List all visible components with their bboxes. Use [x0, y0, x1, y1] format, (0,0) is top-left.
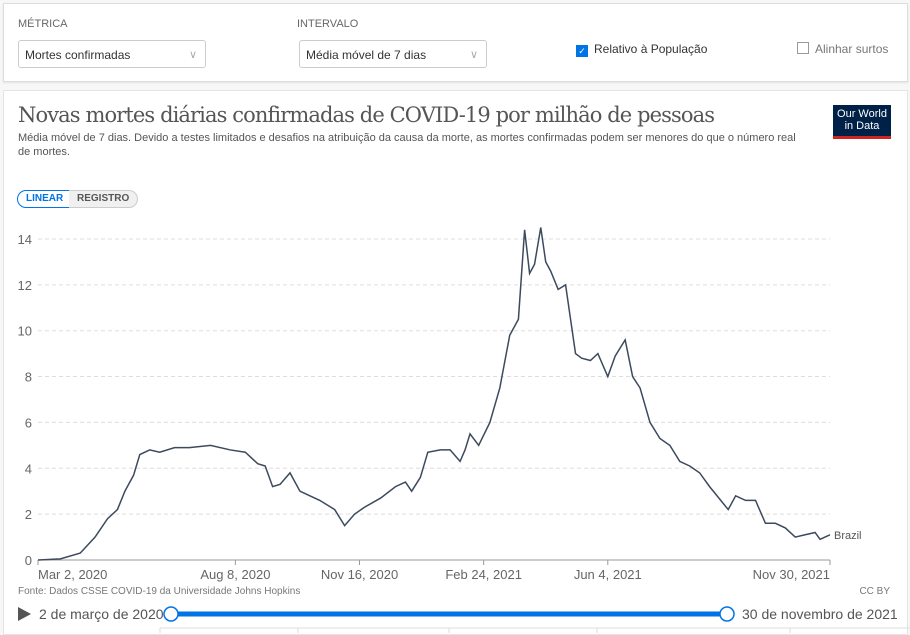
- x-tick-label: Aug 8, 2020: [200, 567, 270, 582]
- subtitle-line-1: Média móvel de 7 dias. Devido a testes l…: [18, 132, 796, 144]
- controls-panel: MÉTRICA Mortes confirmadas ∨ INTERVALO Mé…: [3, 3, 908, 82]
- x-tick-label: Feb 24, 2021: [445, 567, 522, 582]
- end-date-label: 30 de novembro de 2021: [742, 606, 898, 622]
- x-tick-label: Nov 30, 2021: [753, 567, 830, 582]
- x-tick-label: Jun 4, 2021: [574, 567, 642, 582]
- subtitle-line-2: de mortes.: [18, 146, 70, 158]
- y-tick-label: 0: [25, 553, 32, 568]
- chevron-down-icon: ∨: [188, 49, 197, 61]
- metric-value: Mortes confirmadas: [25, 48, 131, 62]
- series-label: Brazil: [834, 530, 862, 542]
- play-icon[interactable]: [18, 607, 31, 621]
- series-line-brazil: [37, 227, 831, 561]
- interval-value: Média móvel de 7 dias: [306, 48, 427, 62]
- metric-label: MÉTRICA: [18, 18, 68, 30]
- interval-label: INTERVALO: [297, 18, 359, 30]
- y-tick-label: 12: [18, 278, 32, 293]
- checkmark-icon: ✓: [576, 45, 588, 57]
- relative-checkbox[interactable]: ✓ Relativo à População: [576, 42, 707, 57]
- x-tick-label: Nov 16, 2020: [321, 567, 398, 582]
- timeline-end-handle[interactable]: [719, 606, 735, 622]
- y-tick-label: 4: [25, 461, 32, 476]
- align-label: Alinhar surtos: [815, 42, 889, 56]
- chart-title: Novas mortes diárias confirmadas de COVI…: [18, 103, 715, 127]
- x-tick-label: Mar 2, 2020: [38, 567, 107, 582]
- chart-card: Novas mortes diárias confirmadas de COVI…: [3, 90, 908, 635]
- checkbox-empty-icon: [797, 42, 809, 54]
- y-tick-label: 14: [18, 232, 32, 247]
- license-text: CC BY: [859, 586, 890, 597]
- y-tick-label: 8: [25, 370, 32, 385]
- timeline-start-handle[interactable]: [163, 606, 179, 622]
- start-date-label: 2 de março de 2020: [39, 606, 164, 622]
- log-toggle[interactable]: REGISTRO: [69, 190, 139, 208]
- y-tick-label: 2: [25, 507, 32, 522]
- y-tick-label: 10: [18, 324, 32, 339]
- owid-logo[interactable]: Our World in Data: [833, 105, 891, 139]
- chart-subtitle: Média móvel de 7 dias. Devido a testes l…: [18, 131, 818, 159]
- align-checkbox[interactable]: Alinhar surtos: [797, 42, 888, 56]
- y-tick-label: 6: [25, 415, 32, 430]
- metric-select[interactable]: Mortes confirmadas ∨: [18, 40, 206, 68]
- chevron-down-icon: ∨: [469, 49, 478, 61]
- relative-label: Relativo à População: [594, 42, 708, 56]
- source-text: Fonte: Dados CSSE COVID-19 da Universida…: [18, 586, 300, 597]
- interval-select[interactable]: Média móvel de 7 dias ∨: [299, 40, 487, 68]
